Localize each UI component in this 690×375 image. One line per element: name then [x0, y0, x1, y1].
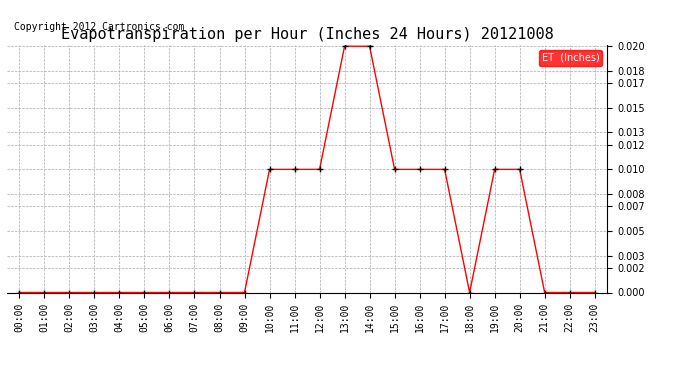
Legend: ET  (Inches): ET (Inches)	[539, 50, 602, 66]
Text: Copyright 2012 Cartronics.com: Copyright 2012 Cartronics.com	[14, 22, 184, 33]
Title: Evapotranspiration per Hour (Inches 24 Hours) 20121008: Evapotranspiration per Hour (Inches 24 H…	[61, 27, 553, 42]
